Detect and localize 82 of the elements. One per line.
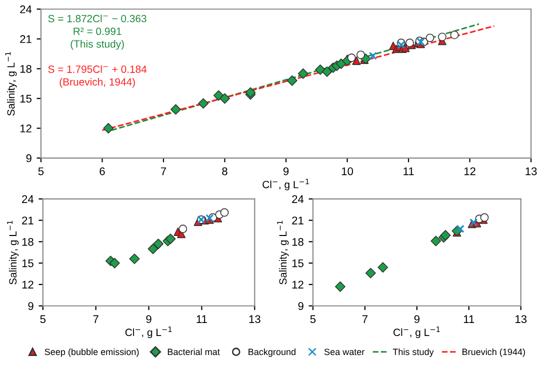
x-tick-label: 11 bbox=[404, 167, 414, 176]
annotation: S = 1.872Cl$^{−}$ − 0.363 bbox=[48, 14, 146, 22]
legend-label: Bruevich (1944) bbox=[462, 348, 525, 357]
x-tick-label: 11 bbox=[464, 315, 474, 323]
x-tick-label: 11 bbox=[196, 315, 207, 323]
annotation: (Bruevich, 1944) bbox=[60, 78, 135, 88]
legend-label: This study bbox=[392, 348, 434, 357]
y-tick-label: 9 bbox=[28, 302, 34, 310]
point bbox=[286, 75, 298, 86]
y-tick-label: 24 bbox=[22, 195, 34, 203]
y-tick-label: 12 bbox=[292, 280, 304, 289]
point bbox=[378, 262, 388, 273]
y-tick-label: 9 bbox=[26, 154, 32, 162]
y-tick-label: 15 bbox=[22, 259, 34, 268]
point bbox=[438, 32, 446, 42]
y-axis-title: Salinity, g L$^{−1}$ bbox=[7, 220, 19, 284]
x-axis-title: Cl$^{−}$, g L$^{−1}$ bbox=[125, 326, 172, 338]
y-tick-label: 9 bbox=[298, 302, 304, 310]
point bbox=[430, 236, 442, 246]
point bbox=[456, 224, 464, 233]
point bbox=[298, 68, 308, 79]
point bbox=[153, 238, 164, 250]
point bbox=[335, 281, 346, 292]
legend-label: Sea water bbox=[324, 348, 365, 356]
x-tick-label: 13 bbox=[249, 315, 260, 324]
x-tick-label: 5 bbox=[310, 315, 316, 324]
point bbox=[165, 234, 176, 244]
point bbox=[352, 56, 361, 65]
x-tick-label: 6 bbox=[100, 167, 105, 176]
point bbox=[178, 224, 188, 234]
y-tick-label: 18 bbox=[22, 238, 34, 246]
point bbox=[368, 52, 378, 60]
y-tick-label: 15 bbox=[292, 259, 304, 268]
x-tick-label: 10 bbox=[342, 167, 353, 176]
y-tick-label: 21 bbox=[292, 216, 304, 224]
x-tick-label: 9 bbox=[283, 167, 289, 176]
y-tick-label: 18 bbox=[292, 238, 304, 246]
x-tick-label: 9 bbox=[414, 315, 420, 324]
x-tick-label: 12 bbox=[464, 167, 476, 176]
point bbox=[336, 58, 346, 69]
x-tick-label: 7 bbox=[160, 167, 166, 176]
annotation: R² = 0.991 bbox=[74, 28, 122, 36]
y-tick-label: 21 bbox=[20, 35, 32, 43]
x-tick-label: 13 bbox=[526, 167, 537, 176]
point bbox=[365, 268, 376, 278]
y-tick-label: 12 bbox=[20, 124, 32, 132]
point bbox=[109, 258, 120, 268]
point bbox=[220, 93, 230, 104]
y-axis-title: Salinity, g L$^{−1}$ bbox=[5, 52, 17, 116]
y-tick-label: 15 bbox=[20, 94, 32, 103]
x-tick-label: 5 bbox=[40, 315, 46, 324]
point bbox=[450, 30, 459, 40]
x-tick-label: 13 bbox=[516, 315, 527, 324]
point bbox=[322, 66, 332, 77]
y-tick-label: 21 bbox=[22, 216, 34, 224]
point bbox=[170, 104, 181, 115]
y-tick-label: 12 bbox=[22, 280, 34, 289]
x-tick-label: 7 bbox=[93, 315, 98, 323]
x-tick-label: 8 bbox=[222, 167, 228, 176]
x-axis-title: Cl$^{−}$, g L$^{−1}$ bbox=[262, 178, 309, 190]
x-tick-label: 5 bbox=[38, 167, 44, 176]
point bbox=[103, 123, 114, 134]
y-tick-label: 24 bbox=[20, 5, 32, 14]
point bbox=[426, 34, 434, 42]
annotation: S = 1.795Cl$^{−}$ + 0.184 bbox=[48, 65, 147, 73]
annotation: (This study) bbox=[70, 40, 124, 50]
y-tick-label: 24 bbox=[292, 195, 304, 203]
point bbox=[148, 244, 158, 254]
point bbox=[129, 254, 140, 264]
x-tick-label: 9 bbox=[146, 315, 152, 324]
point bbox=[356, 50, 365, 60]
x-axis-title: Cl$^{−}$, g L$^{−1}$ bbox=[394, 326, 440, 338]
point bbox=[347, 54, 356, 62]
y-tick-label: 18 bbox=[20, 64, 32, 73]
point bbox=[401, 44, 410, 52]
legend-label: Seep (bubble emission) bbox=[44, 348, 139, 357]
point bbox=[198, 98, 209, 109]
x-tick-label: 7 bbox=[362, 315, 368, 323]
legend-label: Bacterial mat bbox=[168, 348, 220, 356]
y-axis-title: Salinity, g L$^{−1}$ bbox=[277, 220, 289, 284]
point bbox=[220, 208, 229, 217]
legend-label: Background bbox=[248, 348, 296, 357]
